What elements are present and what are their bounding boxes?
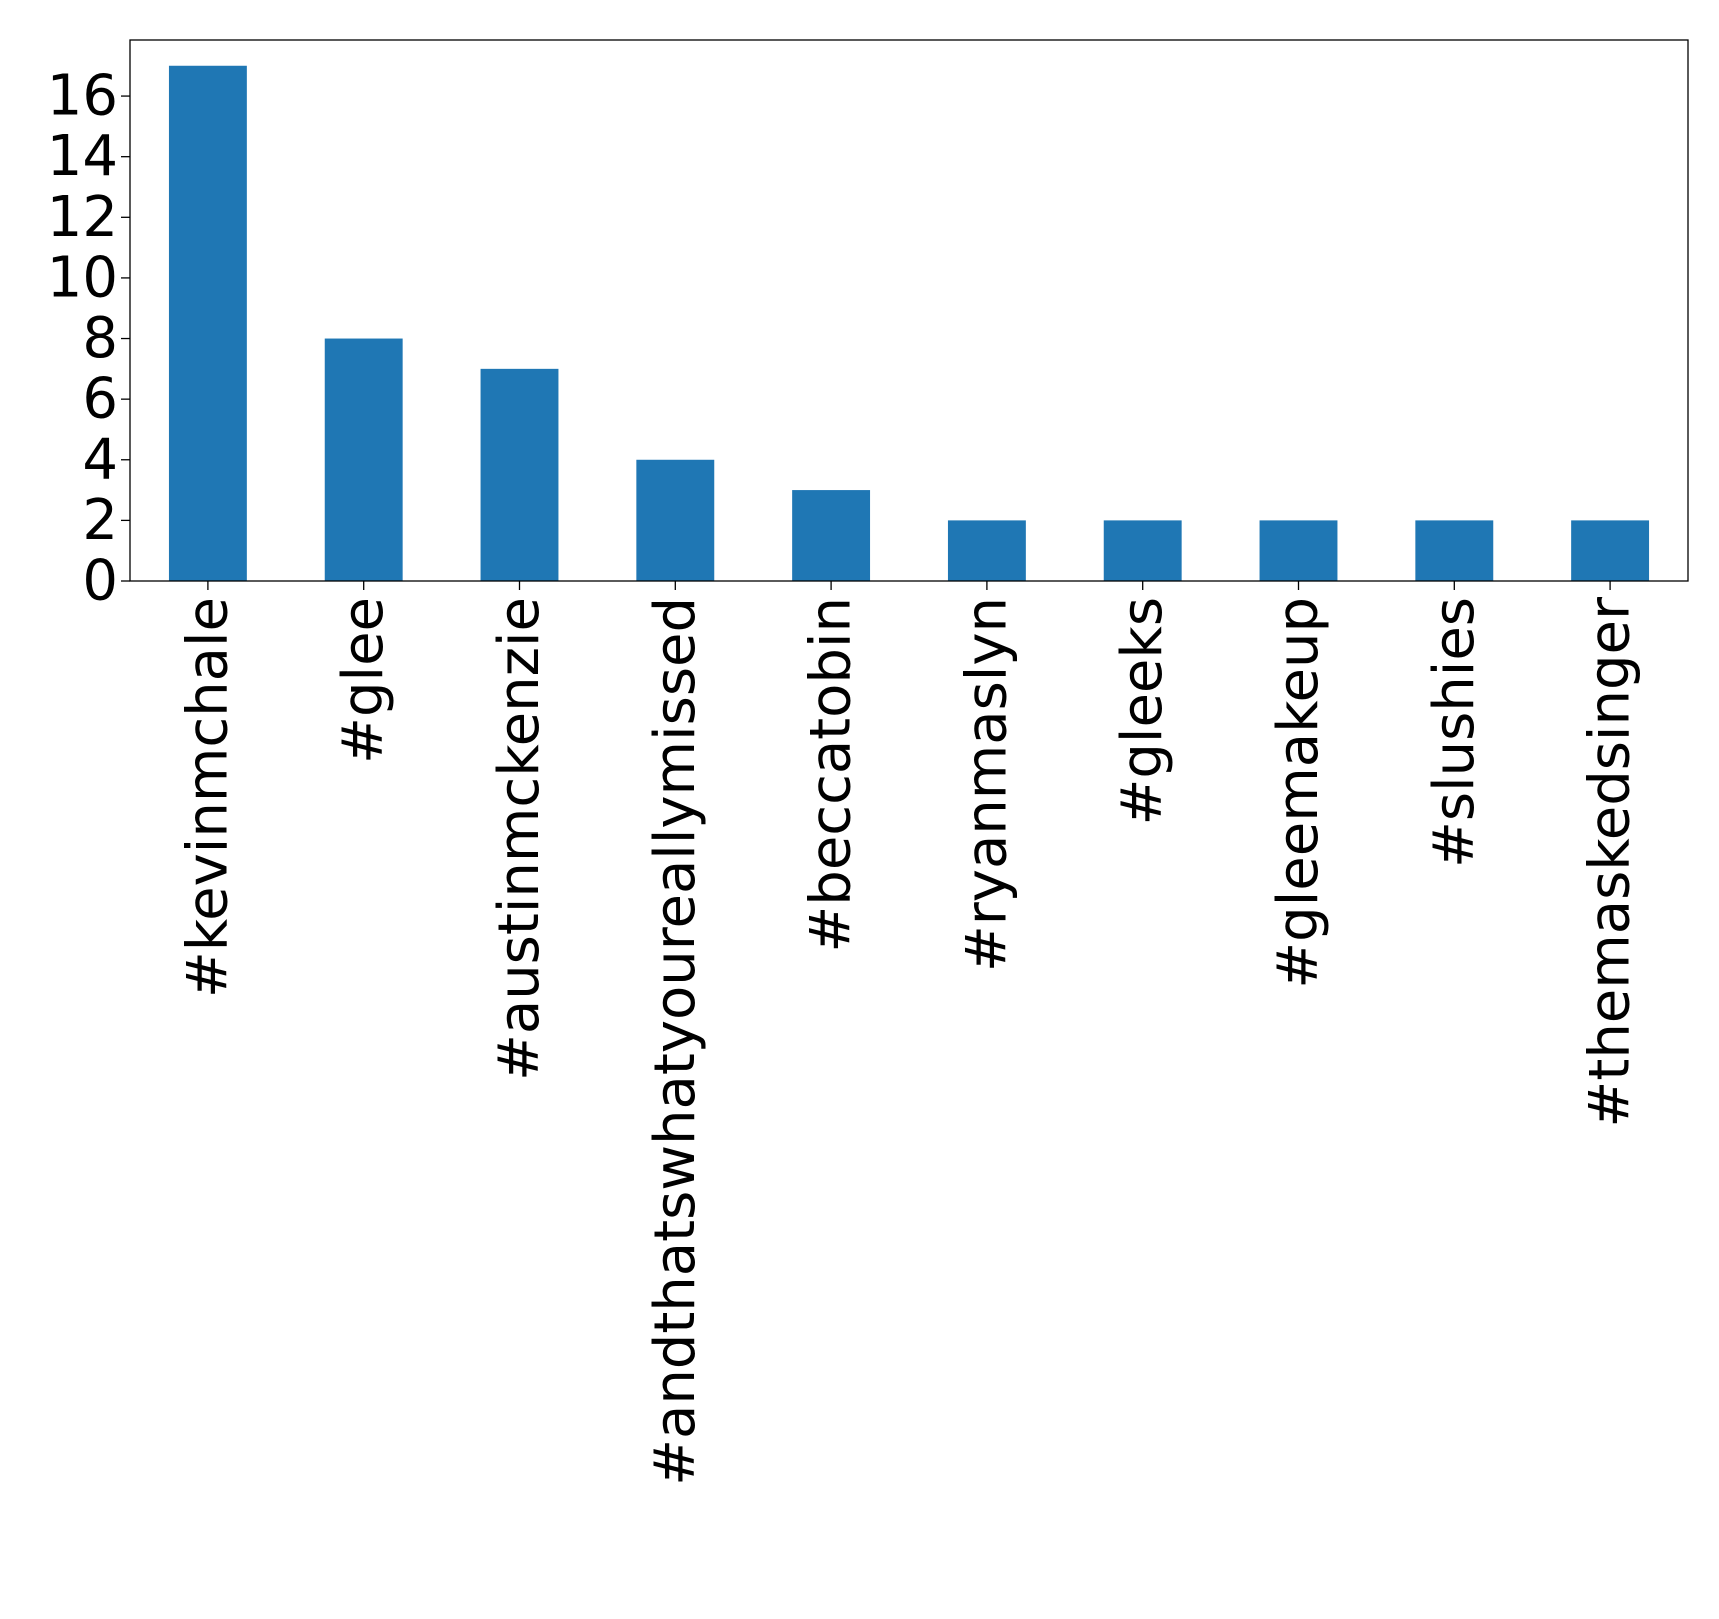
- y-tick-label: 14: [47, 124, 118, 189]
- y-tick-label: 4: [82, 427, 118, 492]
- x-tick-label: #austinmckenzie: [487, 597, 552, 1081]
- x-tick-label: #gleemakeup: [1266, 597, 1331, 989]
- x-tick-label: #andthatswhatyoureallymissed: [643, 597, 708, 1486]
- x-tick-label: #slushies: [1422, 597, 1487, 868]
- y-tick-label: 8: [82, 306, 118, 371]
- x-axis: #kevinmchale #glee #austinmckenzie #andthat…: [175, 581, 1643, 1486]
- x-tick-label: #glee: [331, 597, 396, 764]
- x-tick-label: #beccatobin: [799, 597, 864, 953]
- y-tick-label: 6: [82, 367, 118, 432]
- bar-beccatobin: [792, 490, 871, 581]
- bar-ryanmaslyn: [947, 520, 1026, 581]
- bar-slushies: [1415, 520, 1494, 581]
- x-tick-label: #themaskedsinger: [1578, 596, 1643, 1128]
- plot-area-frame: [129, 39, 1689, 582]
- bar-kevinmchale: [168, 65, 247, 581]
- bar-andthatswhatyoureallymissed: [636, 459, 715, 581]
- y-tick-label: 10: [47, 245, 118, 310]
- y-tick-label: 0: [82, 549, 118, 614]
- y-tick-label: 16: [47, 64, 118, 129]
- y-tick-label: 12: [47, 185, 118, 250]
- bar-themaskedsinger: [1571, 520, 1650, 581]
- x-tick-label: #kevinmchale: [175, 597, 240, 998]
- bar-austinmckenzie: [480, 368, 559, 581]
- x-tick-label: #ryanmaslyn: [954, 597, 1019, 972]
- bar-gleeks: [1103, 520, 1182, 581]
- x-tick-label: #gleeks: [1110, 597, 1175, 826]
- bar-gleemakeup: [1259, 520, 1338, 581]
- y-tick-label: 2: [82, 488, 118, 553]
- bar-glee: [324, 338, 403, 581]
- bars-group: [168, 65, 1650, 581]
